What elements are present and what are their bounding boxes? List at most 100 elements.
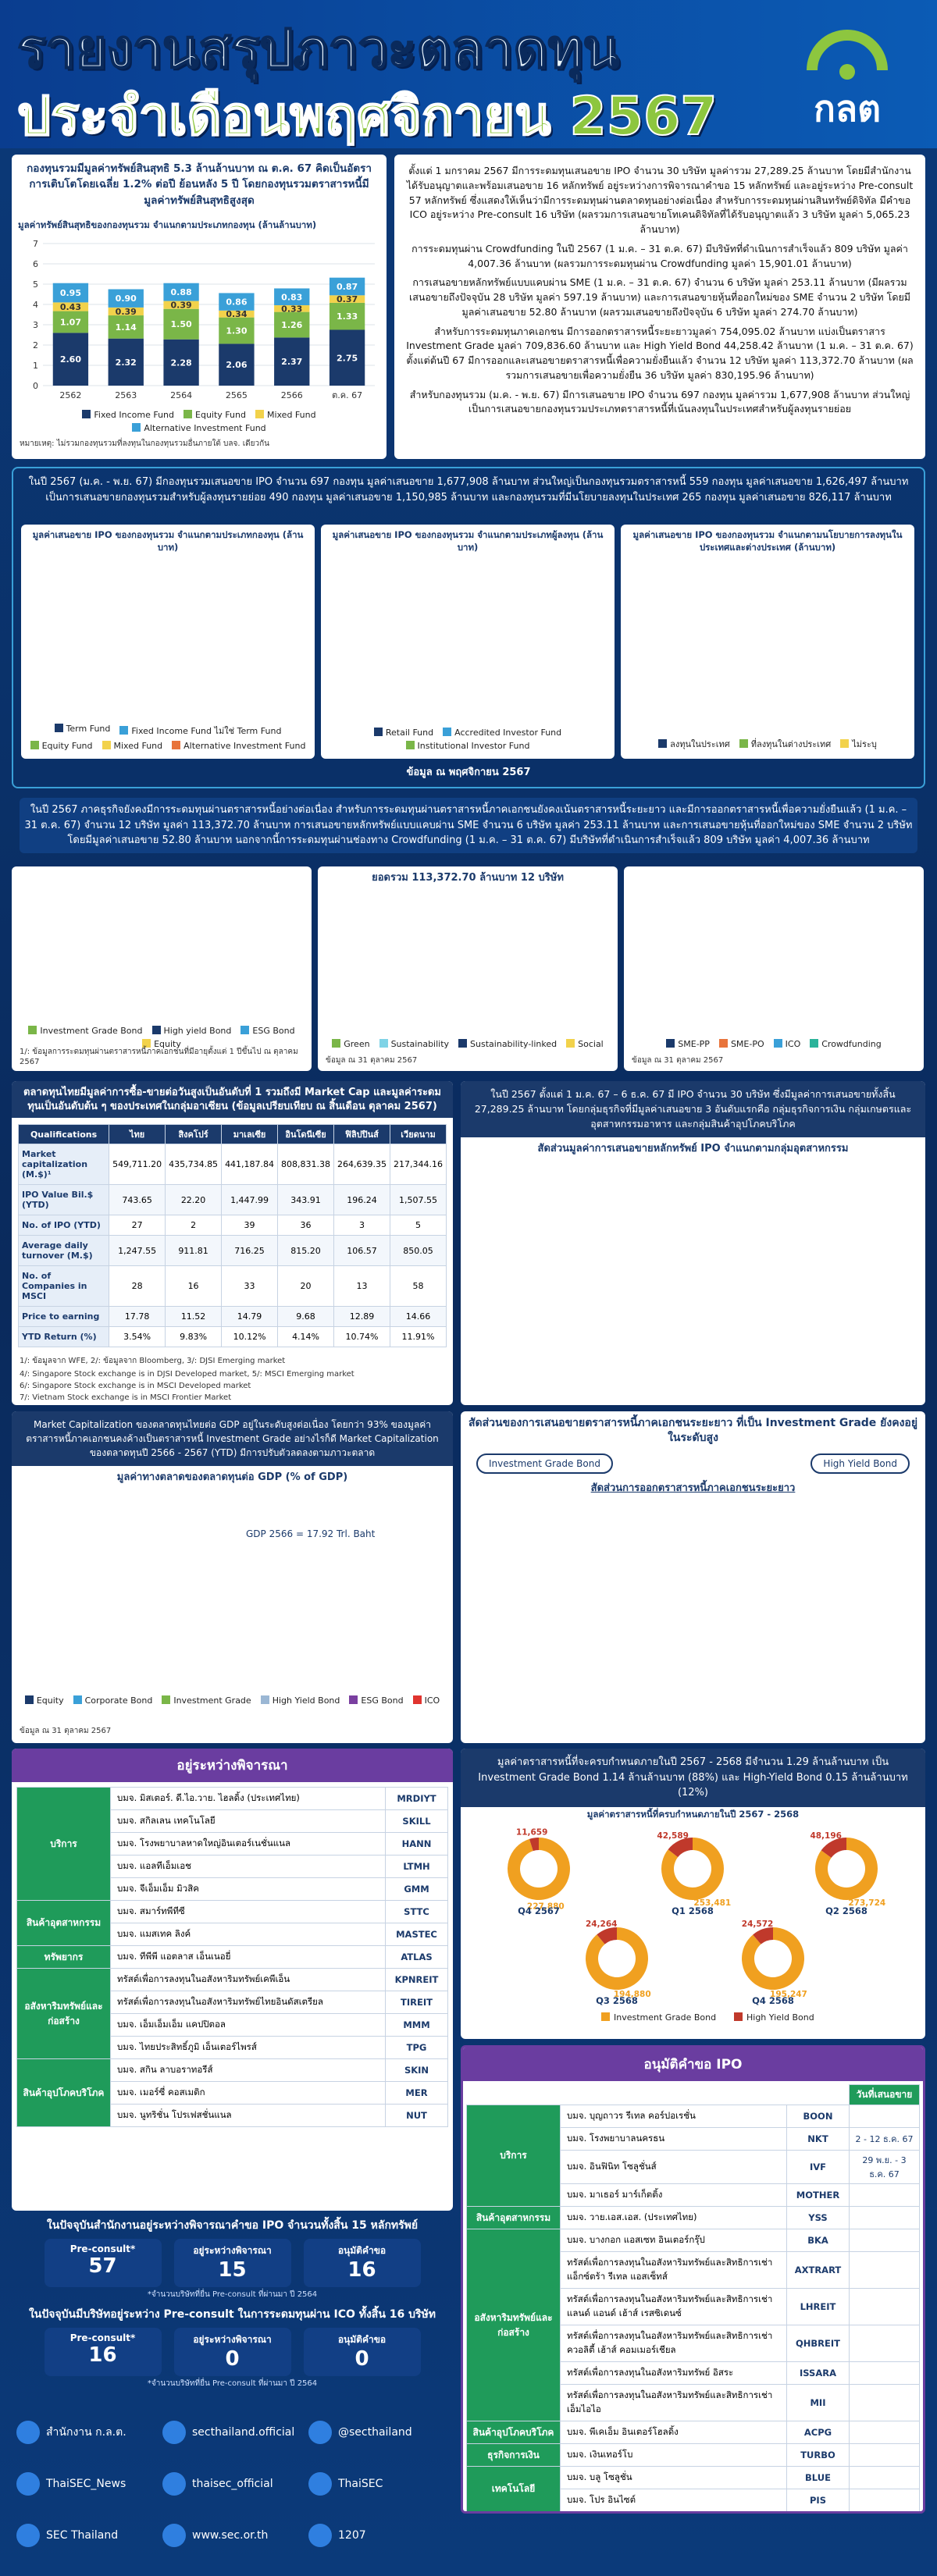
legend-label: Institutional Investor Fund xyxy=(417,741,530,751)
bond-ratio-title: สัดส่วนของการเสนอขายตราสารหนี้ภาคเอกชนระ… xyxy=(468,1417,918,1444)
symbol-cell: KPNREIT xyxy=(385,1968,448,1991)
date-cell xyxy=(849,2206,920,2229)
footer-icon xyxy=(308,2524,332,2547)
table-row: Price to earning 17.78 11.52 14.79 9.68 12.89… xyxy=(17,1306,447,1328)
legend-label: High yield Bond xyxy=(163,1026,232,1036)
name-cell: บมจ. เงินเทอร์โบ xyxy=(560,2443,787,2467)
paragraph: สำหรับกองทุนรวม (ม.ค. - พ.ย. 67) มีการเส… xyxy=(409,388,910,415)
table-cell: 4.14% xyxy=(277,1326,335,1348)
symbol-cell: SKILL xyxy=(385,1809,448,1833)
name-cell: บมจ. โรงพยาบาลนครธน xyxy=(560,2127,787,2151)
name-cell: ทรัสต์เพื่อการลงทุนในอสังหาริมทรัพย์และส… xyxy=(560,2325,787,2362)
symbol-cell: MRDIYT xyxy=(385,1787,448,1810)
donut-label: Q4 2568 xyxy=(752,1995,794,2006)
symbol-cell: PIS xyxy=(786,2489,850,2511)
legend: Green Sustainability Sustainability-linked… xyxy=(318,1036,618,1052)
footer-icon xyxy=(16,2472,40,2496)
date-cell xyxy=(849,2361,920,2385)
legend-swatch xyxy=(82,410,91,419)
table-row: บมจ. โรงพยาบาลนครธน NKT 2 - 12 ธ.ค. 67 xyxy=(467,2127,920,2151)
name-cell: บมจ. เอ็มเอ็มเอ็ม แคปปิตอล xyxy=(110,2013,386,2037)
footer-item: @secthailand xyxy=(308,2412,448,2453)
legend-label: Retail Fund xyxy=(385,728,434,738)
table-cell: 441,187.84 xyxy=(221,1144,279,1186)
stat-value: 57 xyxy=(88,2254,117,2278)
donut-slice xyxy=(661,1838,724,1901)
legend: Retail Fund Accredited Investor Fund Insti… xyxy=(321,724,615,754)
bond-maturity-panel: มูลค่าตราสารหนี้ที่จะครบกำหนดภายในปี 256… xyxy=(461,1749,925,2039)
stat-chip: อนุมัติคำขอ 16 xyxy=(303,2239,421,2287)
footer-item: สำนักงาน ก.ล.ต. xyxy=(16,2412,156,2453)
stat-value: 16 xyxy=(88,2343,117,2367)
table-cell: 1,447.99 xyxy=(221,1184,279,1216)
bar-segment xyxy=(108,315,144,339)
table-cell: 5 xyxy=(390,1215,447,1236)
table-cell: 435,734.85 xyxy=(165,1144,223,1186)
bond-maturity-summary: มูลค่าตราสารหนี้ที่จะครบกำหนดภายในปี 256… xyxy=(461,1749,925,1807)
donut-slice xyxy=(586,1927,648,1991)
stat-value: 15 xyxy=(218,2258,247,2282)
value-label: 2.28 xyxy=(171,358,192,368)
legend-label: Alternative Investment Fund xyxy=(144,423,266,434)
stats-note: *จำนวนบริษัทที่ยื่น Pre-consult ที่ผ่านม… xyxy=(147,2379,318,2388)
value-label: 2.60 xyxy=(60,354,81,365)
symbol-cell: MII xyxy=(786,2384,850,2421)
market-compare-title: ตลาดทุนไทยมีมูลค่าการซื้อ-ขายต่อวันสูงเป… xyxy=(12,1081,453,1119)
legend-label: Sustainability-linked xyxy=(470,1039,558,1049)
legend-item: Alternative Investment Fund xyxy=(132,423,266,434)
footer-item: SEC Thailand xyxy=(16,2515,156,2556)
value-label: 0.87 xyxy=(337,282,358,292)
table-cell: 33 xyxy=(221,1265,279,1308)
legend-swatch xyxy=(183,410,193,419)
title-line1: รายงานสรุปภาวะตลาดทุน xyxy=(16,18,620,81)
table-row: สินค้าอุตสาหกรรม บมจ. สมาร์ทพีทีซี STTC xyxy=(16,1900,448,1946)
legend-swatch xyxy=(658,739,668,748)
name-cell: ทรัสต์เพื่อการลงทุนในอสังหาริมทรัพย์และส… xyxy=(560,2288,787,2325)
table-row: YTD Return (%) 3.54% 9.83% 10.12% 4.14% 10.74… xyxy=(17,1326,447,1348)
y-tick-label: 3 xyxy=(33,320,38,330)
date-cell xyxy=(849,2489,920,2511)
footer-icon xyxy=(16,2421,40,2444)
legend: SME-PP SME-PO ICO Crowdfunding xyxy=(624,1036,924,1052)
legend-swatch xyxy=(260,1695,269,1704)
legend-label: Equity Fund xyxy=(41,741,93,751)
name-cell: บมจ. ทีพีพี แอตลาส เอ็นเนอยี่ xyxy=(110,1945,386,1969)
table-cell: 39 xyxy=(221,1215,279,1236)
name-cell: บมจ. มิสเตอร์. ดี.ไอ.วาย. ไฮลดิ้ง (ประเท… xyxy=(110,1787,386,1810)
name-cell: บมจ. บุญถาวร รีเทล คอร์ปอเรชั่น xyxy=(560,2105,787,2128)
legend-item: Equity Fund xyxy=(183,410,246,420)
legend-item: Green xyxy=(332,1039,370,1049)
value-label: 1.07 xyxy=(60,318,81,328)
symbol-cell: TURBO xyxy=(786,2443,850,2467)
legend-swatch xyxy=(405,741,415,749)
panel-title: มูลค่าเสนอขาย IPO ของกองทุนรวม จำแนกตามป… xyxy=(332,529,604,553)
legend-label: SME-PP xyxy=(678,1039,710,1049)
table-cell: 264,639.35 xyxy=(333,1144,391,1186)
legend-label: Fixed Income Fund ไม่ใช่ Term Fund xyxy=(131,726,282,736)
symbol-cell: ACPG xyxy=(786,2421,850,2444)
footer-text: thaisec_official xyxy=(192,2478,273,2490)
sector-cell: สินค้าอุปโภคบริโภค xyxy=(466,2421,561,2444)
table-row: เทคโนโลยี บมจ. บลู โซลูชั่น BLUE xyxy=(466,2466,920,2511)
table-cell: 12.89 xyxy=(333,1306,391,1328)
table-cell: 196.24 xyxy=(333,1184,391,1216)
bar-segment xyxy=(52,311,89,333)
footer-text: ThaiSEC_News xyxy=(46,2478,126,2490)
date-cell xyxy=(849,2183,920,2207)
sector-cell: ทรัพยากร xyxy=(16,1945,111,1969)
legend-swatch xyxy=(142,1039,151,1048)
table-cell: 14.66 xyxy=(390,1306,447,1328)
name-cell: บมจ. นูทริชั่น โปรเฟสชั่นแนล xyxy=(110,2104,386,2127)
panel-title: มูลค่าเสนอขาย IPO ของกองทุนรวม จำแนกตามน… xyxy=(632,529,903,553)
name-cell: ทรัสต์เพื่อการลงทุนในอสังหาริมทรัพย์ไทยอ… xyxy=(110,1991,386,2014)
footer-icon xyxy=(162,2472,186,2496)
bar-segment xyxy=(52,283,89,303)
table-row: บมจ. อินฟินิท โซลูชั่นส์ IVF 29 พ.ย. - 3 ธ… xyxy=(467,2150,920,2184)
ipo-funds-note: ข้อมูล ณ พฤศจิกายน 2567 xyxy=(406,767,531,778)
symbol-cell: IVF xyxy=(786,2150,850,2184)
panel-headline: ยอดรวม 113,372.70 ล้านบาท 12 บริษัท xyxy=(372,872,564,884)
sector-cell: สินค้าอุตสาหกรรม xyxy=(16,1900,111,1946)
legend-swatch xyxy=(718,1039,728,1048)
bar-segment xyxy=(274,337,310,386)
value-label: 0.88 xyxy=(171,287,192,297)
